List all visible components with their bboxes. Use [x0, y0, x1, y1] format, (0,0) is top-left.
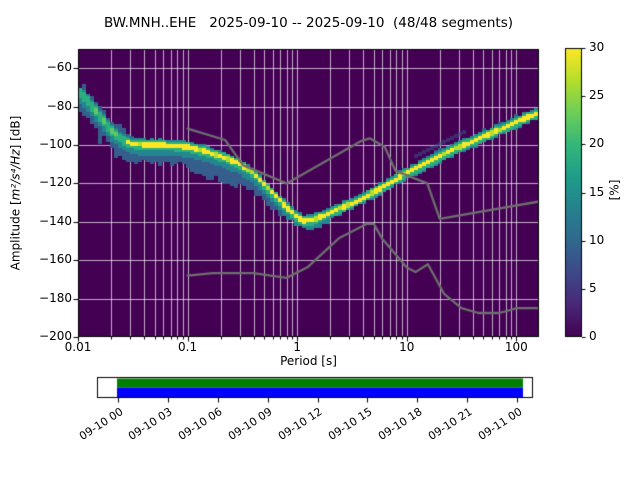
colorbar-tick-label: 20	[589, 136, 605, 151]
x-tick-label: 0.01	[64, 340, 92, 354]
x-tick-label: 100	[504, 340, 528, 354]
x-tick-label: 10	[399, 340, 415, 354]
x-tick-label: 1	[293, 340, 301, 354]
y-axis-label: Amplitude [m²/s⁴/Hz] [dB]	[8, 115, 23, 271]
y-axis-label-math: m²/s⁴/Hz	[8, 149, 23, 201]
x-tick-label: 0.1	[178, 340, 198, 354]
y-tick-label: −200	[39, 329, 72, 343]
y-tick-label: −100	[39, 137, 72, 151]
plot-title: BW.MNH..EHE 2025-09-10 -- 2025-09-10 (48…	[104, 15, 513, 31]
y-tick-label: −180	[39, 290, 72, 305]
colorbar-tick-label: 0	[589, 329, 597, 343]
colorbar-label: [%]	[607, 179, 622, 201]
y-axis-label-prefix: Amplitude [	[8, 200, 23, 271]
x-axis-label: Period [s]	[280, 354, 337, 368]
colorbar-tick-label: 25	[589, 88, 605, 103]
y-tick-label: −140	[39, 213, 72, 228]
y-axis-label-suffix: ] [dB]	[8, 115, 23, 150]
y-tick-label: −160	[39, 252, 72, 267]
colorbar-tick-label: 10	[589, 232, 605, 247]
colorbar-tick-label: 30	[589, 40, 605, 54]
colorbar-tick-label: 5	[589, 280, 597, 295]
y-tick-label: −80	[46, 98, 72, 113]
colorbar-tick-label: 15	[589, 184, 605, 199]
y-tick-label: −60	[46, 60, 72, 75]
y-tick-label: −120	[39, 175, 72, 190]
